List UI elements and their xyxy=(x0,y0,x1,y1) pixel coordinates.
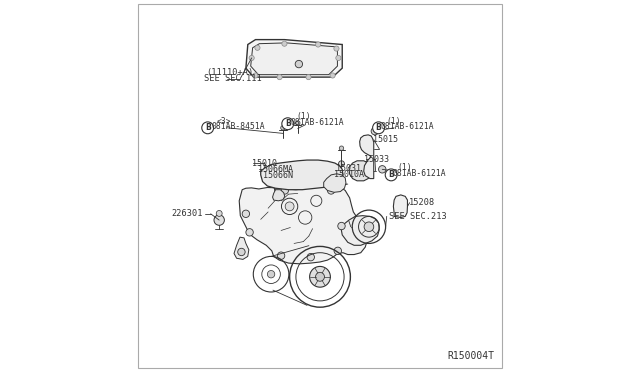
Polygon shape xyxy=(234,237,249,259)
Circle shape xyxy=(364,222,374,232)
Text: B: B xyxy=(388,170,394,179)
Circle shape xyxy=(307,253,314,261)
Polygon shape xyxy=(239,184,367,264)
Polygon shape xyxy=(360,135,374,179)
Text: 081AB-6121A: 081AB-6121A xyxy=(392,169,446,177)
Circle shape xyxy=(281,126,285,130)
Text: 15208: 15208 xyxy=(409,198,435,207)
Text: 081AB-8451A: 081AB-8451A xyxy=(212,122,266,131)
Circle shape xyxy=(310,266,330,287)
Text: SEE SEC.111: SEE SEC.111 xyxy=(204,74,261,83)
Text: 15033: 15033 xyxy=(364,155,390,164)
Text: (1): (1) xyxy=(386,117,401,126)
Circle shape xyxy=(316,42,321,47)
Text: 081AB-6121A: 081AB-6121A xyxy=(381,122,435,131)
Circle shape xyxy=(385,169,397,181)
Circle shape xyxy=(292,169,296,172)
Circle shape xyxy=(372,122,385,134)
Circle shape xyxy=(295,60,303,68)
Circle shape xyxy=(291,163,314,187)
Circle shape xyxy=(316,272,324,281)
Text: 15010A: 15010A xyxy=(334,170,364,179)
Text: (11110+A): (11110+A) xyxy=(206,68,253,77)
Polygon shape xyxy=(340,216,380,245)
Circle shape xyxy=(334,46,339,51)
Circle shape xyxy=(330,73,335,78)
Text: 15066MA: 15066MA xyxy=(258,165,292,174)
Circle shape xyxy=(282,41,287,46)
Circle shape xyxy=(281,187,289,194)
Circle shape xyxy=(339,161,344,167)
Circle shape xyxy=(237,248,245,256)
Text: 081AB-6121A: 081AB-6121A xyxy=(291,118,344,127)
Circle shape xyxy=(277,252,285,259)
Circle shape xyxy=(277,74,282,80)
Circle shape xyxy=(339,146,344,150)
Text: 15066N: 15066N xyxy=(262,171,292,180)
Circle shape xyxy=(268,270,275,278)
Circle shape xyxy=(296,168,309,182)
Polygon shape xyxy=(273,190,285,201)
Text: R150004T: R150004T xyxy=(447,351,494,361)
Circle shape xyxy=(246,229,253,236)
Circle shape xyxy=(214,215,225,225)
Polygon shape xyxy=(260,160,343,190)
Circle shape xyxy=(255,45,260,50)
Circle shape xyxy=(308,169,312,172)
Circle shape xyxy=(202,122,214,134)
Polygon shape xyxy=(394,195,408,218)
Circle shape xyxy=(338,222,345,230)
Text: B: B xyxy=(205,123,211,132)
Text: 15031: 15031 xyxy=(336,164,361,173)
Circle shape xyxy=(371,128,378,135)
Text: SEE SEC.213: SEE SEC.213 xyxy=(388,212,446,221)
Text: (1): (1) xyxy=(296,112,310,121)
Circle shape xyxy=(353,164,367,177)
Circle shape xyxy=(300,172,305,177)
Circle shape xyxy=(334,247,342,254)
Text: B: B xyxy=(285,119,291,128)
Circle shape xyxy=(249,55,254,61)
Circle shape xyxy=(296,121,300,125)
Circle shape xyxy=(242,210,250,218)
Circle shape xyxy=(336,55,341,61)
Polygon shape xyxy=(324,174,346,192)
Polygon shape xyxy=(251,43,337,75)
Polygon shape xyxy=(246,39,342,77)
Circle shape xyxy=(253,73,258,78)
Text: <3>: <3> xyxy=(216,117,231,126)
Text: (1): (1) xyxy=(398,163,412,172)
Polygon shape xyxy=(349,161,371,181)
Text: 15015: 15015 xyxy=(373,135,398,144)
Circle shape xyxy=(378,166,386,173)
Circle shape xyxy=(306,74,311,80)
Circle shape xyxy=(282,118,294,130)
Text: 226301: 226301 xyxy=(172,209,204,218)
Circle shape xyxy=(216,211,222,217)
Circle shape xyxy=(328,187,335,194)
Text: B: B xyxy=(376,123,381,132)
Text: 15010: 15010 xyxy=(252,158,277,167)
Circle shape xyxy=(300,182,304,186)
Circle shape xyxy=(285,202,294,211)
